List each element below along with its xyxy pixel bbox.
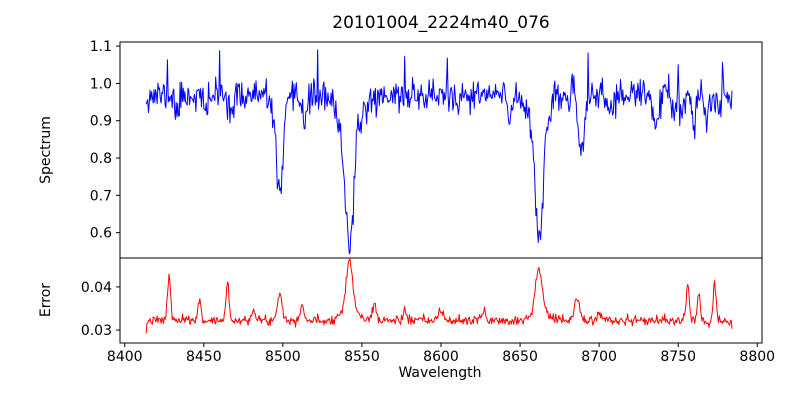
spectrum-y-tick-label: 0.8 [90, 151, 112, 167]
spectrum-y-tick-label: 1.1 [90, 39, 112, 55]
spectrum-line [145, 49, 733, 255]
x-tick-label: 8500 [265, 349, 301, 365]
error-y-tick-label: 0.03 [81, 323, 112, 339]
spectrum-y-axis-label: Spectrum [38, 116, 54, 184]
x-tick-label: 8800 [739, 349, 775, 365]
error-y-axis-label: Error [38, 282, 54, 318]
x-tick-label: 8400 [107, 349, 143, 365]
x-tick-label: 8750 [660, 349, 696, 365]
chart-title: 20101004_2224m40_076 [332, 13, 550, 33]
x-tick-label: 8600 [423, 349, 459, 365]
spectrum-y-tick-label: 0.6 [90, 226, 112, 242]
x-tick-label: 8700 [581, 349, 617, 365]
spectrum-y-tick-label: 1.0 [90, 76, 112, 92]
error-axes-frame [119, 257, 763, 344]
error-y-tick-label: 0.04 [81, 280, 112, 296]
x-tick-label: 8550 [344, 349, 380, 365]
x-tick-label: 8650 [502, 349, 538, 365]
x-tick-label: 8450 [186, 349, 222, 365]
spectrum-y-tick-label: 0.9 [90, 114, 112, 130]
spectrum-y-tick-label: 0.7 [90, 188, 112, 204]
x-axis-label: Wavelength [398, 365, 482, 381]
spectrum-axes-frame [119, 41, 763, 259]
error-line [145, 258, 733, 334]
